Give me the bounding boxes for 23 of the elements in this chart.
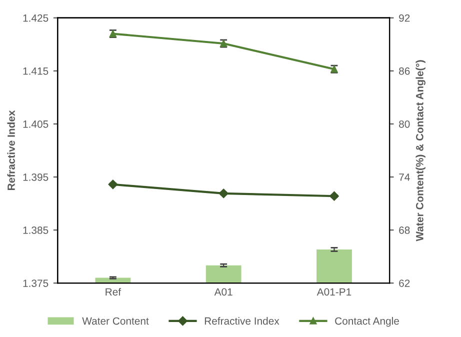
y2-tick-label: 92 bbox=[399, 14, 410, 22]
y2-tick-label: 86 bbox=[399, 67, 410, 75]
y-tick-label: 1.395 bbox=[23, 173, 48, 181]
y2-tick-label: 74 bbox=[399, 174, 410, 181]
y2-tick-label: 68 bbox=[399, 226, 410, 234]
x-tick-label: Ref bbox=[106, 288, 122, 296]
x-tick-label: A01-P1 bbox=[316, 288, 352, 296]
y2-axis-title: Water Content(%) & Contact Angle(°) bbox=[416, 60, 426, 242]
legend-label: Contact Angle bbox=[335, 317, 399, 327]
y-tick-label: 1.375 bbox=[23, 280, 48, 287]
point bbox=[218, 188, 228, 198]
point bbox=[330, 191, 339, 201]
y-tick-label: 1.425 bbox=[23, 14, 48, 22]
x-tick-label: A01 bbox=[214, 288, 232, 296]
y-tick-label: 1.385 bbox=[23, 226, 48, 234]
legend-label: Water Content bbox=[82, 317, 149, 325]
y-tick-label: 1.405 bbox=[23, 120, 48, 128]
legend-label: Refractive Index bbox=[204, 317, 280, 325]
y-tick-label: 1.415 bbox=[23, 68, 48, 75]
y2-tick-label: 62 bbox=[399, 280, 410, 287]
y-axis-title: Refractive Index bbox=[7, 110, 15, 190]
point bbox=[108, 180, 118, 190]
y2-tick-label: 80 bbox=[399, 120, 410, 128]
